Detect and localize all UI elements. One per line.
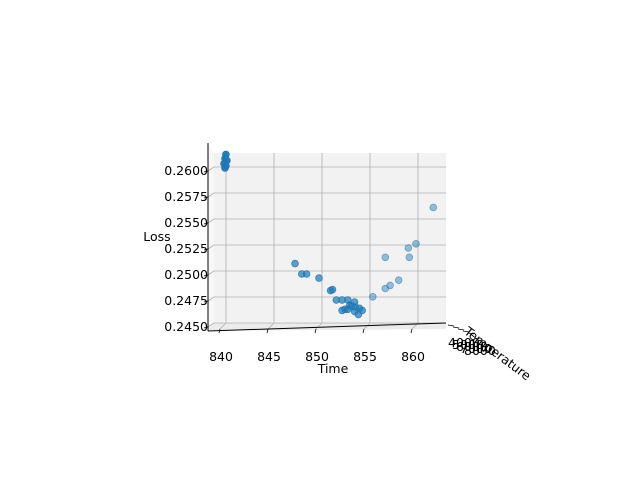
y-tick-mark (462, 330, 470, 333)
scatter-point (358, 306, 367, 315)
z-ticks: 0.2450 0.2475 0.2500 0.2525 0.2550 0.2575 0.26… (164, 163, 209, 334)
grid-lines (207, 153, 446, 330)
side-grid-line (207, 218, 215, 224)
x-tick-label: 850 (305, 349, 329, 364)
scatter-point (302, 270, 311, 278)
scatter-point (412, 240, 420, 248)
y-tick-label: 6000 (456, 339, 488, 354)
scatter-point (315, 274, 323, 282)
floor-grid-line (267, 322, 275, 330)
scatter-point (394, 276, 403, 285)
scatter-point (386, 281, 394, 290)
y-tick-label: 8000 (464, 343, 496, 358)
y-tick-mark (467, 332, 475, 335)
z-tick-label: 0.2500 (164, 267, 208, 282)
scatter-point (405, 253, 414, 262)
floor-grid-line (315, 322, 323, 330)
scatter-point (291, 259, 299, 268)
side-grid-line (207, 270, 215, 276)
z-tick-mark (203, 326, 209, 329)
side-grid-line (207, 244, 215, 250)
scatter-point (381, 253, 390, 262)
data-points (220, 150, 438, 319)
z-axis-label: Loss (143, 229, 170, 244)
scatter-point (404, 244, 413, 252)
scatter-point (328, 285, 337, 294)
side-pane (208, 143, 214, 331)
y-tick-mark (452, 326, 460, 329)
x-tick-label: 845 (257, 349, 281, 364)
y-tick-mark (457, 328, 465, 331)
back-pane (214, 153, 446, 323)
y-tick-label: 5000 (452, 337, 484, 352)
z-tick-mark (203, 300, 209, 303)
z-tick-mark (203, 274, 209, 277)
z-tick-mark (203, 170, 209, 173)
x-tick-mark (266, 328, 269, 334)
z-tick-label: 0.2525 (164, 241, 208, 256)
z-tick-label: 0.2600 (164, 163, 208, 178)
floor-grid-line (219, 322, 227, 330)
axes (207, 143, 447, 332)
side-grid-line (207, 322, 215, 328)
x-tick-mark (218, 328, 221, 334)
scatter-point (221, 164, 229, 172)
z-tick-mark (203, 196, 209, 199)
x-tick-mark (410, 328, 413, 334)
y-tick-label: 7000 (460, 341, 492, 356)
z-tick-mark (203, 248, 209, 251)
x-tick-label: 860 (401, 349, 425, 364)
side-grid-line (207, 166, 215, 172)
scatter-point (368, 292, 377, 301)
x-axis-label: Time (317, 361, 349, 376)
z-tick-label: 0.2475 (164, 293, 208, 308)
side-grid-line (207, 296, 215, 302)
x-axis-line (207, 322, 447, 332)
y-tick-mark (447, 324, 455, 327)
x-tick-label: 840 (209, 349, 233, 364)
scatter-point (429, 203, 438, 212)
y-tick-label: 4000 (448, 335, 480, 350)
x-tick-mark (362, 328, 365, 334)
x-ticks: 840 845 850 855 860 (209, 328, 425, 364)
z-tick-label: 0.2575 (164, 189, 208, 204)
z-tick-mark (203, 222, 209, 225)
side-grid-line (207, 192, 215, 198)
x-tick-label: 855 (353, 349, 377, 364)
z-tick-label: 0.2450 (164, 319, 208, 334)
z-tick-label: 0.2550 (164, 215, 208, 230)
x-tick-mark (314, 328, 317, 334)
